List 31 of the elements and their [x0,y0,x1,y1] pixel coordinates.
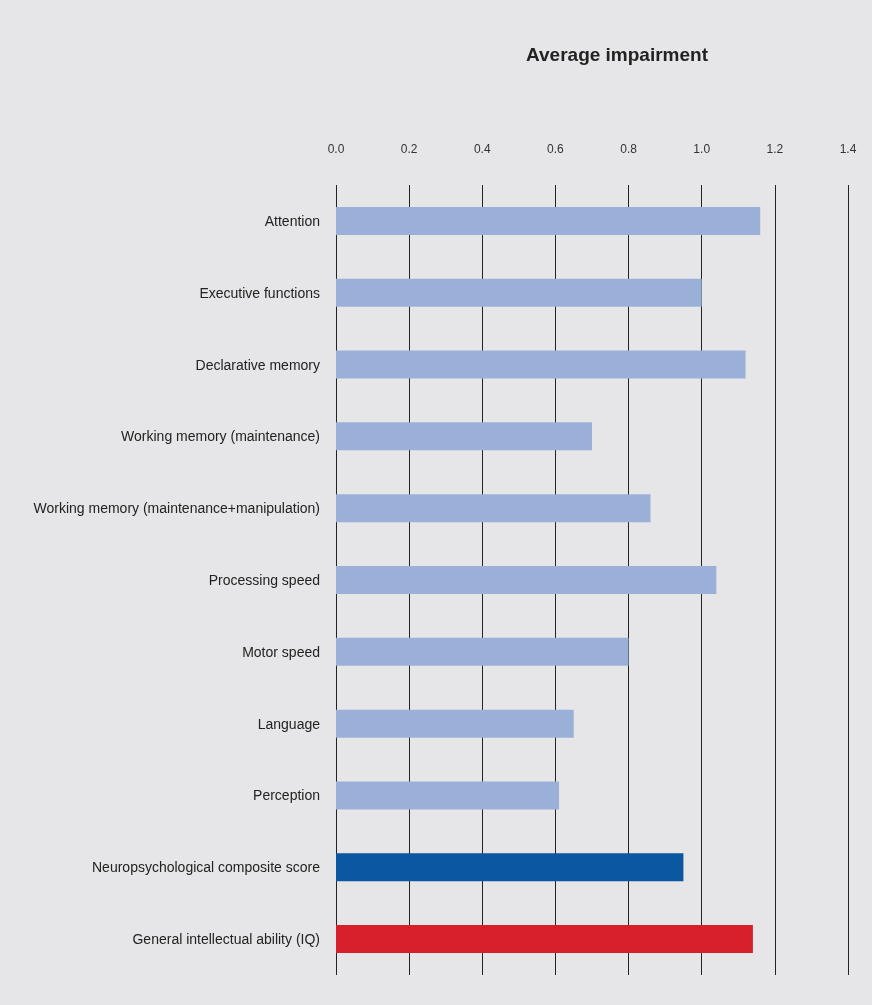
y-tick-label: Working memory (maintenance+manipulation) [33,500,320,517]
x-tick-label: 1.4 [839,142,857,156]
bar [336,709,574,738]
bar [336,206,761,235]
bar [336,494,651,523]
x-tick-label: 0.0 [327,142,345,156]
x-tick-label: 1.2 [766,142,784,156]
y-tick-label: Motor speed [242,643,320,660]
y-tick-label: Perception [253,787,320,804]
y-tick-label: Working memory (maintenance) [121,428,320,445]
bar [336,637,629,666]
y-tick-label: Executive functions [199,284,320,301]
y-tick-label: Attention [264,212,320,229]
y-tick-label: Declarative memory [195,356,320,373]
y-tick-label: General intellectual ability (IQ) [132,931,320,948]
chart-title: Average impairment [526,44,709,65]
y-tick-label: Language [257,715,321,732]
bar [336,422,592,451]
x-tick-label: 1.0 [693,142,711,156]
bar [336,278,702,307]
x-tick-label: 0.2 [400,142,418,156]
bar [336,853,684,882]
bar [336,350,746,379]
x-tick-label: 0.8 [620,142,638,156]
bar [336,781,560,810]
bar [336,925,753,954]
x-tick-label: 0.6 [547,142,565,156]
x-tick-label: 0.4 [473,142,491,156]
y-tick-label: Neuropsychological composite score [92,859,321,876]
bar [336,566,717,594]
y-tick-label: Processing speed [208,572,320,588]
